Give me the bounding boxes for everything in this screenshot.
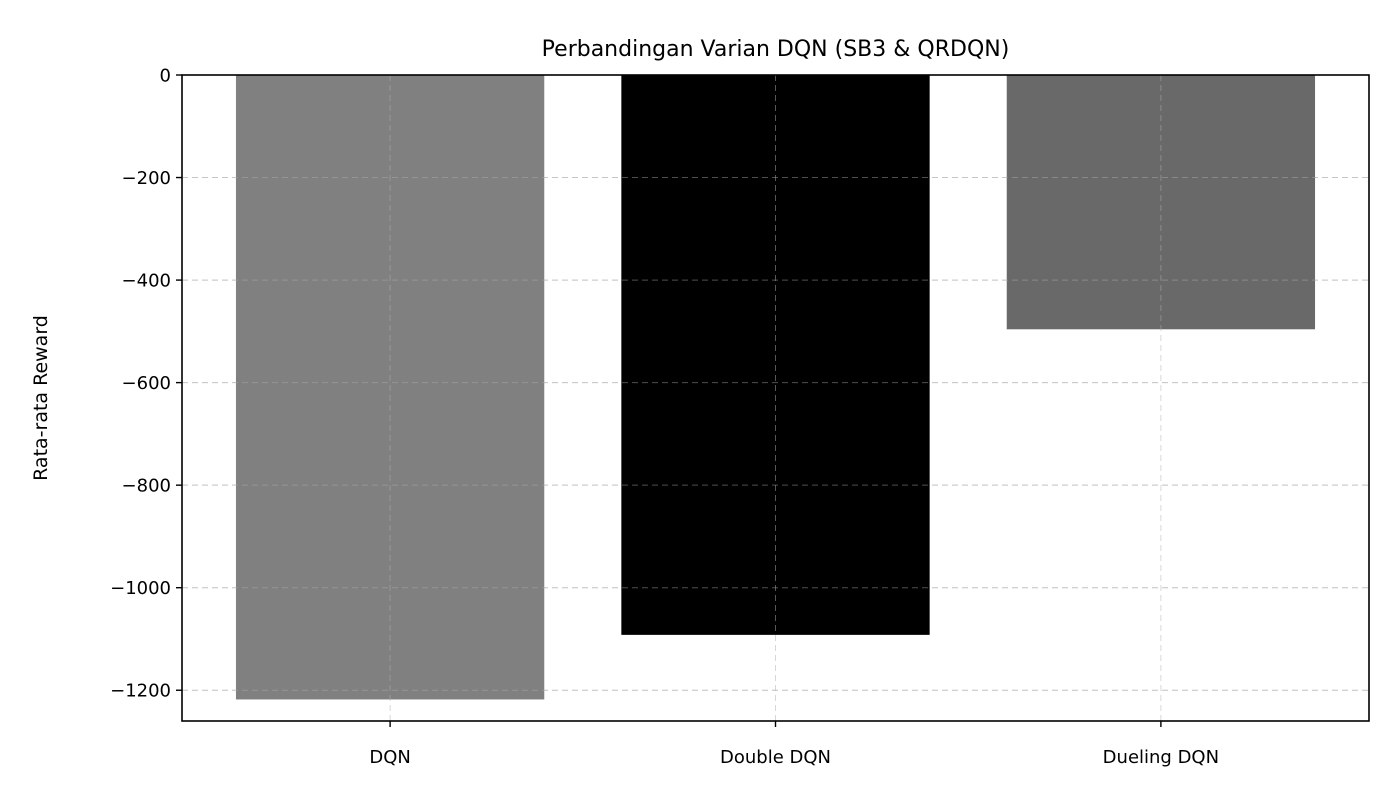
- y-tick-label-1: −200: [122, 168, 171, 189]
- y-tick-label-3: −600: [122, 373, 171, 394]
- y-tick-label-4: −800: [122, 476, 171, 497]
- y-tick-label-2: −400: [122, 271, 171, 292]
- axis-ticks: 0 −200 −400 −600 −800 −1000 −1200 DQN Double DQN…: [110, 66, 1219, 769]
- y-tick-label-0: 0: [160, 66, 171, 87]
- bar-2: [1006, 75, 1316, 330]
- x-tick-label-1: Double DQN: [720, 747, 831, 768]
- y-axis-label: Rata-rata Reward: [30, 315, 52, 481]
- chart-title: Perbandingan Varian DQN (SB3 & QRDQN): [542, 37, 1010, 62]
- y-tick-label-6: −1200: [110, 681, 171, 702]
- x-tick-label-0: DQN: [369, 747, 411, 768]
- y-tick-label-5: −1000: [110, 578, 171, 599]
- x-tick-label-2: Dueling DQN: [1103, 747, 1219, 768]
